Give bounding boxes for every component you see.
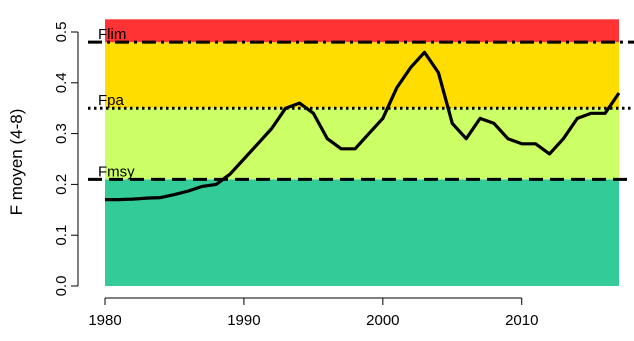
zone-band-2 bbox=[105, 42, 619, 109]
zone-band-3 bbox=[105, 19, 619, 43]
x-tick-label: 1980 bbox=[88, 312, 121, 329]
x-tick-label: 2000 bbox=[366, 312, 399, 329]
axes-layer: 0.0 0.1 0.2 0.3 0.4 0.5 1980 1990 2000 2010 bbox=[53, 22, 538, 329]
reference-label-fpa: Fpa bbox=[98, 92, 125, 109]
zone-band-0 bbox=[105, 179, 619, 286]
series-line-0 bbox=[105, 50, 621, 202]
zones-layer bbox=[105, 19, 619, 286]
y-tick-label: 0.3 bbox=[53, 123, 70, 144]
y-tick-label: 0.0 bbox=[53, 276, 70, 297]
zone-band-1 bbox=[105, 108, 619, 180]
series-layer bbox=[105, 50, 621, 202]
reference-label-fmsy: Fmsy bbox=[98, 163, 135, 180]
y-tick-label: 0.2 bbox=[53, 174, 70, 195]
x-tick-label: 1990 bbox=[227, 312, 260, 329]
reference-lines-layer: Flim Fpa Fmsy bbox=[88, 26, 634, 181]
y-tick-label: 0.5 bbox=[53, 22, 70, 43]
y-tick-label: 0.4 bbox=[53, 72, 70, 93]
y-tick-label: 0.1 bbox=[53, 225, 70, 246]
x-tick-label: 2010 bbox=[505, 312, 538, 329]
y-axis-label: F moyen (4-8) bbox=[7, 109, 26, 216]
reference-label-flim: Flim bbox=[98, 26, 126, 43]
